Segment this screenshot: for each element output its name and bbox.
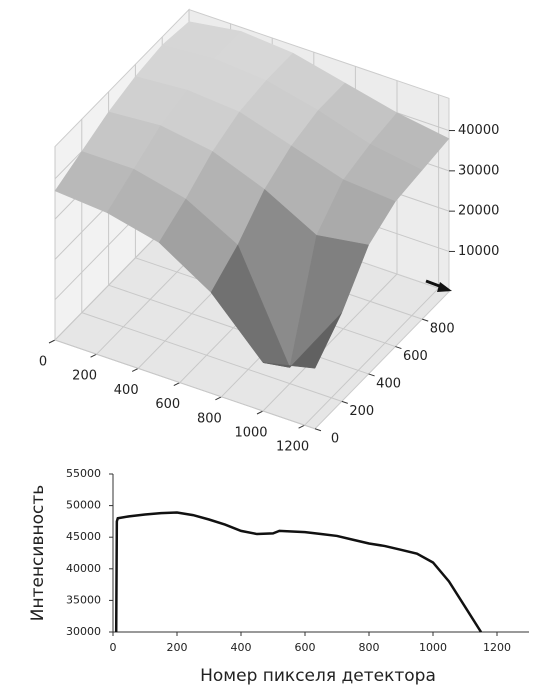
x-tick-label: 600 bbox=[295, 641, 316, 654]
y-tick-label: 600 bbox=[403, 349, 428, 364]
x-tick bbox=[256, 410, 264, 415]
x-axis-label: Номер пикселя детектора bbox=[200, 666, 436, 686]
x-tick-label: 200 bbox=[167, 641, 188, 654]
arrow bbox=[425, 279, 452, 292]
x-tick-label: 1000 bbox=[234, 426, 267, 441]
y-tick bbox=[314, 428, 322, 432]
z-tick-label: 30000 bbox=[458, 163, 499, 178]
y-tick-label: 40000 bbox=[66, 562, 101, 575]
y-tick-label: 55000 bbox=[66, 467, 101, 480]
y-tick-label: 0 bbox=[331, 431, 339, 446]
y-tick-label: 200 bbox=[349, 404, 374, 419]
surface-patch bbox=[262, 312, 343, 369]
grid-line bbox=[54, 146, 316, 430]
x-tick-label: 0 bbox=[110, 641, 117, 654]
x-tick-label: 400 bbox=[114, 383, 139, 398]
x-tick-label: 600 bbox=[155, 397, 180, 412]
x-tick bbox=[298, 424, 305, 429]
x-tick-label: 1200 bbox=[276, 440, 309, 455]
x-tick-label: 1200 bbox=[483, 641, 511, 654]
y-tick-label: 800 bbox=[430, 322, 455, 337]
z-tick-label: 10000 bbox=[458, 244, 499, 259]
x-tick-label: 0 bbox=[39, 355, 47, 370]
y-axis-label: Интенсивность bbox=[28, 485, 48, 622]
y-tick bbox=[341, 400, 348, 404]
y-tick-label: 50000 bbox=[66, 499, 101, 512]
x-tick bbox=[90, 353, 97, 358]
y-tick bbox=[422, 318, 429, 322]
line-series bbox=[114, 511, 483, 633]
x-tick-label: 400 bbox=[231, 641, 252, 654]
y-tick bbox=[395, 346, 402, 350]
x-tick-label: 800 bbox=[359, 641, 380, 654]
y-tick-label: 45000 bbox=[66, 530, 101, 543]
x-tick-label: 200 bbox=[72, 369, 97, 384]
x-tick bbox=[173, 382, 181, 387]
x-tick-label: 1000 bbox=[419, 641, 447, 654]
z-tick-label: 20000 bbox=[458, 204, 499, 219]
x-tick bbox=[48, 339, 56, 344]
x-tick bbox=[215, 396, 222, 401]
y-tick bbox=[368, 373, 375, 377]
z-tick-label: 40000 bbox=[458, 123, 499, 138]
y-tick-label: 30000 bbox=[66, 625, 101, 638]
x-tick-label: 800 bbox=[197, 411, 222, 426]
y-tick-label: 35000 bbox=[66, 593, 101, 606]
y-tick-label: 400 bbox=[376, 376, 401, 391]
x-tick bbox=[131, 367, 139, 372]
